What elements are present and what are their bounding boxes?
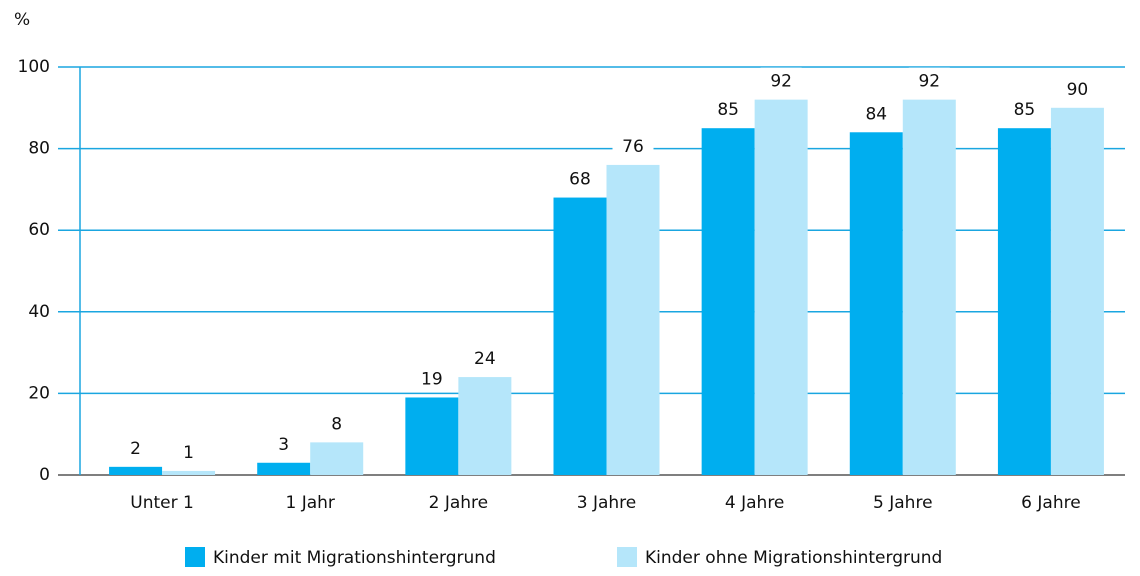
data-label: 8: [331, 414, 342, 434]
bar: [849, 132, 903, 475]
label-bg: [316, 410, 358, 437]
label-bg: [612, 132, 654, 159]
label-bg: [760, 67, 802, 94]
legend-label: Kinder mit Migrationshintergrund: [213, 548, 496, 568]
y-tick-label: 40: [28, 302, 50, 322]
y-tick-label: 0: [39, 465, 50, 485]
data-label: 90: [1067, 80, 1089, 100]
data-label: 84: [865, 104, 887, 124]
data-label: 24: [474, 349, 496, 369]
y-tick-label: 100: [18, 57, 50, 77]
bar: [606, 164, 660, 476]
data-label: 92: [918, 72, 940, 92]
label-bg: [411, 365, 453, 392]
x-tick-label: 2 Jahre: [429, 493, 489, 513]
data-label: 2: [130, 439, 141, 459]
label-bg: [707, 96, 749, 123]
data-label: 92: [770, 72, 792, 92]
bar: [997, 128, 1051, 475]
data-label: 3: [278, 435, 289, 455]
y-tick-label: 60: [28, 220, 50, 240]
bar: [458, 377, 512, 475]
legend-swatch: [617, 547, 637, 567]
y-tick-label: 20: [28, 383, 50, 403]
data-label: 85: [1014, 100, 1036, 120]
data-label: 1: [183, 443, 194, 463]
bar: [109, 466, 163, 475]
label-bg: [168, 438, 210, 465]
label-bg: [1003, 96, 1045, 123]
data-label: 19: [421, 369, 443, 389]
x-tick-label: 4 Jahre: [725, 493, 785, 513]
label-bg: [559, 165, 601, 192]
bar: [162, 470, 216, 475]
legend-swatch: [185, 547, 205, 567]
data-label: 68: [569, 170, 591, 190]
bar: [405, 397, 459, 475]
y-axis-label: %: [14, 10, 30, 30]
bar: [1050, 107, 1104, 476]
bar: [701, 128, 755, 475]
x-tick-label: 6 Jahre: [1021, 493, 1081, 513]
label-bg: [115, 434, 157, 461]
data-label: 85: [717, 100, 739, 120]
x-tick-label: 3 Jahre: [577, 493, 637, 513]
label-bg: [855, 100, 897, 127]
legend-label: Kinder ohne Migrationshintergrund: [645, 548, 942, 568]
bar: [257, 462, 311, 475]
label-bg: [263, 430, 305, 457]
label-bg: [464, 345, 506, 372]
y-tick-label: 80: [28, 139, 50, 159]
label-bg: [1056, 75, 1098, 102]
data-label: 76: [622, 137, 644, 157]
x-tick-label: 1 Jahr: [286, 493, 335, 513]
bar: [310, 442, 364, 475]
x-tick-label: 5 Jahre: [873, 493, 933, 513]
bar: [754, 99, 808, 475]
bar: [553, 197, 607, 475]
x-tick-label: Unter 1: [130, 493, 194, 513]
label-bg: [908, 67, 950, 94]
bar: [902, 99, 956, 475]
